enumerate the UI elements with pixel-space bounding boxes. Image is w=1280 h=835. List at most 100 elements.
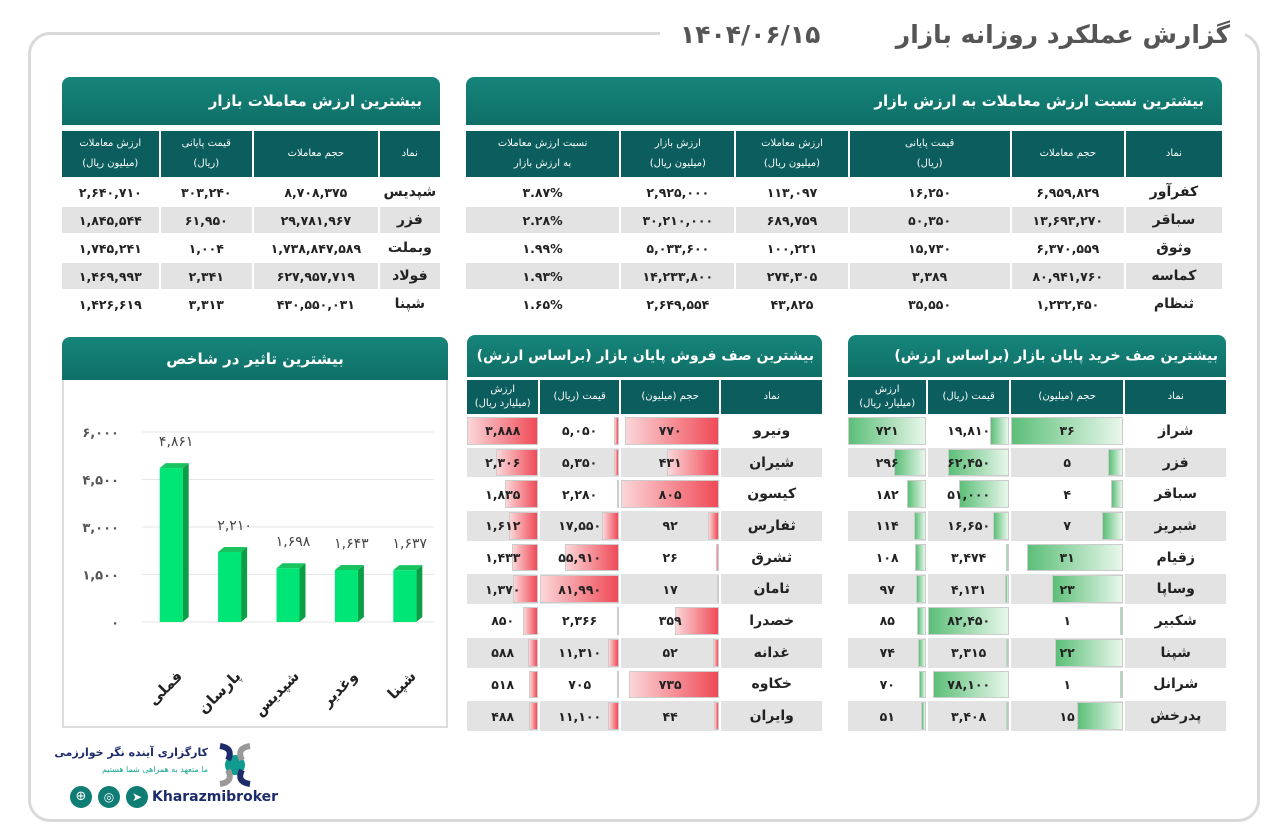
table-row[interactable]: شپنا ۲۲ ۳,۳۱۵ ۷۴ [848,637,1226,668]
table-row[interactable]: شرانل ۱ ۷۸,۱۰۰ ۷۰ [848,670,1226,700]
bar [276,568,300,622]
symbol-cell[interactable]: وایران [721,701,822,731]
table-row[interactable]: ثفارس ۹۲ ۱۷,۵۵۰ ۱,۶۱۲ [467,511,822,541]
cell-text: ۱۷,۵۵۰ [558,518,602,534]
cell-text: ۷۰ [879,676,895,692]
cell-text: ۱۴,۲۳۳,۸۰۰ [642,268,714,284]
table-row[interactable]: فزر ۲۹,۷۸۱,۹۶۷ ۶۱,۹۵۰ ۱,۸۴۵,۵۴۴ [62,207,440,233]
table-row[interactable]: غدانه ۵۲ ۱۱,۳۱۰ ۵۸۸ [467,637,822,668]
symbol-cell[interactable]: ثنظام [1126,291,1222,317]
table-row[interactable]: ونیرو ۷۷۰ ۵,۰۵۰ ۳,۸۸۸ [467,416,822,446]
index-impact-panel: بیشترین تاثیر در شاخص [62,337,448,380]
value-bar [1005,543,1009,572]
broker-name: کارگزاری آینده نگر خوارزمی [54,746,208,759]
symbol-cell[interactable]: کماسه [1125,263,1222,289]
table-row[interactable]: خکاوه ۷۳۵ ۷۰۵ ۵۱۸ [467,670,822,700]
table-cell: ۵۰,۳۵۰ [849,207,1010,233]
cell-text: ۷۴ [879,645,895,661]
symbol-cell[interactable]: شراز [1125,416,1226,446]
symbol-cell[interactable]: کفرآور [1126,179,1222,205]
symbol-cell[interactable]: شرانل [1125,670,1226,700]
table-cell: ۱۰۰,۲۲۱ [736,235,847,261]
bar-top [159,463,189,469]
panel-title: بیشترین نسبت ارزش معاملات به ارزش بازار [466,77,1222,125]
symbol-cell[interactable]: پدرخش [1125,701,1226,731]
symbol-cell[interactable]: غدانه [721,637,822,668]
symbol-cell[interactable]: سباقر [1125,207,1222,233]
table-row[interactable]: سباقر ۴ ۵۱,۰۰۰ ۱۸۲ [848,479,1226,509]
table-row[interactable]: پدرخش ۱۵ ۳,۴۰۸ ۵۱ [848,701,1226,731]
instagram-icon[interactable]: ◎ [98,786,120,808]
cell-text: ۲,۳۶۶ [562,613,598,629]
cell-text: ۸۰,۹۴۱,۷۶۰ [1032,268,1104,284]
y-tick-label: ۳,۰۰۰ [82,521,119,536]
cell-text: ۵ [1063,455,1071,471]
table-row[interactable]: شبریز ۷ ۱۶,۶۵۰ ۱۱۴ [848,511,1226,541]
symbol-cell[interactable]: ثامان [721,574,822,605]
telegram-icon[interactable]: ➤ [126,786,148,808]
cell-text: ۱.۹۹% [522,240,563,256]
symbol-cell[interactable]: ونیرو [721,416,822,446]
symbol-cell[interactable]: سباقر [1125,479,1226,509]
table-row[interactable]: ثنظام ۱,۲۳۲,۴۵۰ ۳۵,۵۵۰ ۴۳,۸۲۵ ۲,۶۴۹,۵۵۴ ۱.۶۵% [466,291,1222,317]
table-row[interactable]: شیران ۴۳۱ ۵,۳۵۰ ۲,۳۰۶ [467,447,822,478]
table-row[interactable]: وبملت ۱,۷۳۸,۸۴۷,۵۸۹ ۱,۰۰۴ ۱,۷۴۵,۲۴۱ [62,235,440,261]
column-header: ارزش معاملات (میلیون ریال) [736,131,848,177]
panel-title: بیشترین صف فروش پایان بازار (براساس ارزش… [467,335,822,377]
x-tick-label: شپنا [384,667,421,704]
symbol-cell[interactable]: زقیام [1125,543,1226,573]
table-row[interactable]: شپدیس ۸,۷۰۸,۳۷۵ ۳۰۳,۲۴۰ ۲,۶۴۰,۷۱۰ [62,179,440,205]
cell-text: ۳.۸۷% [522,184,563,200]
symbol-cell[interactable]: شپنا [1125,637,1226,668]
table-row[interactable]: کیسون ۸۰۵ ۲,۲۸۰ ۱,۸۳۵ [467,479,822,509]
symbol-cell[interactable]: ثفارس [721,511,822,541]
symbol-cell[interactable]: فزر [1125,447,1226,478]
symbol-cell[interactable]: شکبیر [1125,606,1226,636]
table-row[interactable]: وثوق ۶,۳۷۰,۵۵۹ ۱۵,۷۳۰ ۱۰۰,۲۲۱ ۵,۰۳۳,۶۰۰ ۱.۹۹% [466,235,1222,261]
header-label: حجم معاملات [1039,148,1097,159]
symbol-cell[interactable]: شپدیس [380,179,440,205]
table-row[interactable]: شکبیر ۱ ۸۲,۴۵۰ ۸۵ [848,606,1226,636]
table-row[interactable]: ثشرق ۲۶ ۵۵,۹۱۰ ۱,۴۳۳ [467,543,822,573]
web-icon[interactable]: ⊕ [70,786,92,808]
table-row[interactable]: ثامان ۱۷ ۸۱,۹۹۰ ۱,۳۷۰ [467,574,822,605]
table-cell: ۸۵۰ [467,606,539,636]
symbol-cell[interactable]: شیران [721,447,822,478]
header-label: نسبت ارزش معاملات [497,138,588,149]
broker-handle[interactable]: Kharazmibroker [152,789,279,805]
value-bar [496,448,539,477]
symbol-cell[interactable]: شپنا [380,291,440,317]
symbol-cell[interactable]: ثشرق [721,543,822,573]
symbol-cell[interactable]: خصدرا [721,606,822,636]
table-row[interactable]: کفرآور ۶,۹۵۹,۸۲۹ ۱۶,۲۵۰ ۱۱۳,۰۹۷ ۲,۹۲۵,۰۰۰ ۳.۸… [466,179,1222,205]
table-row[interactable]: خصدرا ۳۵۹ ۲,۳۶۶ ۸۵۰ [467,606,822,636]
symbol-cell[interactable]: کیسون [721,479,822,509]
symbol-cell[interactable]: خکاوه [721,670,822,700]
symbol-cell[interactable]: شبریز [1125,511,1226,541]
column-header: حجم (میلیون) [1010,380,1124,414]
table-row[interactable]: شپنا ۴۳۰,۵۵۰,۰۳۱ ۳,۳۱۳ ۱,۴۲۶,۶۱۹ [62,291,440,317]
data-label: ۱,۶۴۳ [334,536,369,552]
cell-text: ۱,۴۶۹,۹۹۳ [78,268,142,284]
value-bar [918,670,927,699]
table-row[interactable]: زقیام ۳۱ ۳,۴۷۴ ۱۰۸ [848,543,1226,573]
table-cell: ۴۸۸ [467,701,539,731]
table-row[interactable]: وساپا ۲۳ ۴,۱۳۱ ۹۷ [848,574,1226,605]
table-row[interactable]: شراز ۳۶ ۱۹,۸۱۰ ۷۲۱ [848,416,1226,446]
report-title: گزارش عملکرد روزانه بازار [895,20,1230,49]
header-label: نماد [1165,148,1182,159]
symbol-cell[interactable]: فزر [379,207,440,233]
table-row[interactable]: فزر ۵ ۶۲,۴۵۰ ۲۹۶ [848,447,1226,478]
table-row[interactable]: فولاد ۶۲۷,۹۵۷,۷۱۹ ۲,۳۴۱ ۱,۴۶۹,۹۹۳ [62,263,440,289]
symbol-cell[interactable]: وثوق [1126,235,1222,261]
value-bar [848,417,927,445]
table-row[interactable]: وایران ۴۴ ۱۱,۱۰۰ ۴۸۸ [467,701,822,731]
table-row[interactable]: سباقر ۱۳,۶۹۳,۲۷۰ ۵۰,۳۵۰ ۶۸۹,۷۵۹ ۳۰,۲۱۰,۰۰۰ ۲.… [466,207,1222,233]
table-cell: ۸۵ [848,606,927,636]
table-row[interactable]: کماسه ۸۰,۹۴۱,۷۶۰ ۳,۳۸۹ ۲۷۴,۳۰۵ ۱۴,۲۳۳,۸۰۰ ۱.۹… [466,263,1222,289]
symbol-cell[interactable]: وساپا [1125,574,1226,605]
symbol-cell[interactable]: فولاد [379,263,440,289]
value-bar [1004,575,1009,604]
symbol-cell[interactable]: وبملت [380,235,440,261]
value-bar [717,575,720,604]
